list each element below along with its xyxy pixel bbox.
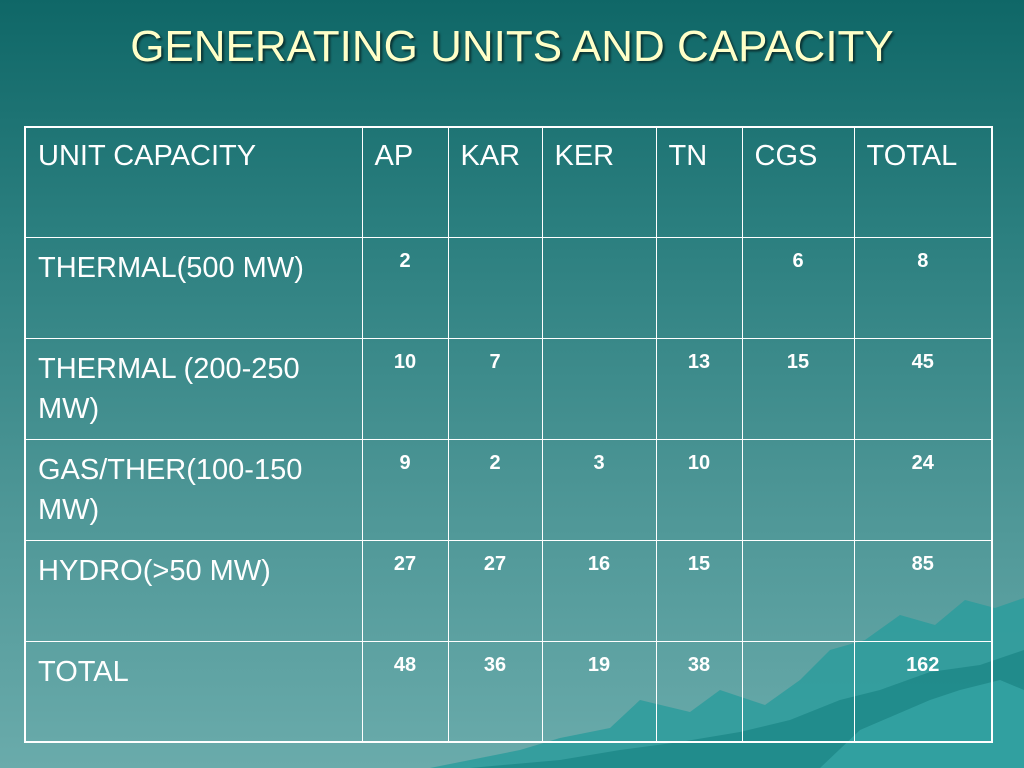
header-unit-capacity: UNIT CAPACITY [24, 126, 363, 238]
cell-cgs [741, 438, 855, 541]
header-kar: KAR [447, 126, 543, 238]
header-ker: KER [541, 126, 657, 238]
row-label: THERMAL (200-250 MW) [24, 337, 363, 440]
table-row: THERMAL(500 MW) 2 6 8 [24, 236, 993, 339]
cell-kar [447, 236, 543, 339]
cell-ker: 3 [541, 438, 657, 541]
cell-cgs [741, 640, 855, 743]
header-tn: TN [655, 126, 743, 238]
row-label: HYDRO(>50 MW) [24, 539, 363, 642]
table-row: GAS/THER(100-150 MW) 9 2 3 10 24 [24, 438, 993, 541]
cell-tn: 15 [655, 539, 743, 642]
cell-ap: 9 [361, 438, 449, 541]
cell-total: 8 [853, 236, 993, 339]
cell-ap: 27 [361, 539, 449, 642]
cell-tn: 13 [655, 337, 743, 440]
cell-total: 85 [853, 539, 993, 642]
row-label: GAS/THER(100-150 MW) [24, 438, 363, 541]
cell-total: 162 [853, 640, 993, 743]
cell-ker [541, 337, 657, 440]
cell-kar: 7 [447, 337, 543, 440]
table-row: HYDRO(>50 MW) 27 27 16 15 85 [24, 539, 993, 642]
cell-tn: 10 [655, 438, 743, 541]
table-header-row: UNIT CAPACITY AP KAR KER TN CGS TOTAL [24, 126, 993, 238]
cell-ap: 48 [361, 640, 449, 743]
cell-kar: 2 [447, 438, 543, 541]
cell-total: 24 [853, 438, 993, 541]
cell-ker: 19 [541, 640, 657, 743]
cell-ker [541, 236, 657, 339]
cell-total: 45 [853, 337, 993, 440]
cell-ker: 16 [541, 539, 657, 642]
header-ap: AP [361, 126, 449, 238]
cell-cgs: 6 [741, 236, 855, 339]
cell-kar: 36 [447, 640, 543, 743]
header-total: TOTAL [853, 126, 993, 238]
row-label: TOTAL [24, 640, 363, 743]
cell-tn [655, 236, 743, 339]
cell-kar: 27 [447, 539, 543, 642]
header-cgs: CGS [741, 126, 855, 238]
cell-ap: 10 [361, 337, 449, 440]
slide-title: GENERATING UNITS AND CAPACITY [130, 22, 894, 71]
row-label: THERMAL(500 MW) [24, 236, 363, 339]
capacity-table: UNIT CAPACITY AP KAR KER TN CGS TOTAL TH… [24, 126, 993, 743]
table-row: TOTAL 48 36 19 38 162 [24, 640, 993, 743]
cell-ap: 2 [361, 236, 449, 339]
cell-tn: 38 [655, 640, 743, 743]
table-row: THERMAL (200-250 MW) 10 7 13 15 45 [24, 337, 993, 440]
cell-cgs [741, 539, 855, 642]
cell-cgs: 15 [741, 337, 855, 440]
